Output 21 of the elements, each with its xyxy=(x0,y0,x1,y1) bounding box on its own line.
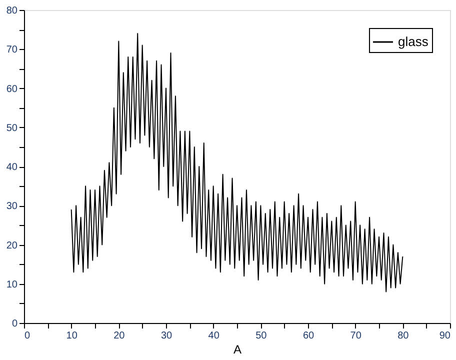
y-tick-label: 50 xyxy=(6,122,18,134)
y-tick-label: 30 xyxy=(6,201,18,212)
x-tick-label: 20 xyxy=(114,330,126,342)
y-tick-label: 40 xyxy=(6,162,18,173)
x-tick-label: 30 xyxy=(160,330,172,342)
x-tick-label: 70 xyxy=(350,330,362,342)
y-tick-label: 80 xyxy=(6,6,18,16)
y-tick-label: 0 xyxy=(12,318,18,330)
x-tick-label: 0 xyxy=(24,330,30,342)
x-tick-label: 90 xyxy=(439,330,451,342)
y-tick-label: 20 xyxy=(6,240,18,252)
legend-label: glass xyxy=(398,34,429,49)
y-tick-label: 70 xyxy=(6,44,18,56)
x-tick-label: 40 xyxy=(208,330,220,342)
x-tick-label: 50 xyxy=(256,330,268,342)
x-tick-label: 80 xyxy=(398,330,410,342)
y-tick-label: 10 xyxy=(6,279,18,290)
x-axis-title: A xyxy=(233,342,242,356)
x-tick-label: 60 xyxy=(302,330,314,342)
x-tick-label: 10 xyxy=(66,330,78,342)
y-tick-label: 60 xyxy=(6,84,18,95)
